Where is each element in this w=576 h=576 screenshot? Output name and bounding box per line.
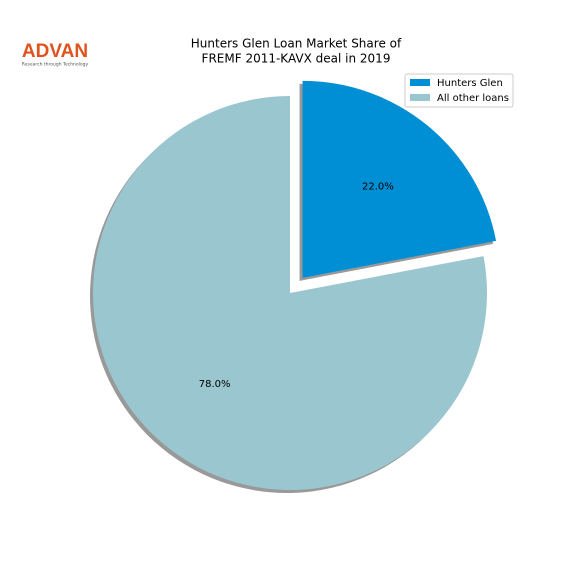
- logo-name: ADVAN: [22, 41, 88, 62]
- legend-swatch: [410, 94, 430, 101]
- slice-label: 78.0%: [199, 379, 231, 390]
- slice: [92, 96, 488, 490]
- logo-tagline: Research through Technology: [22, 62, 89, 68]
- chart-title: FREMF 2011-KAVX deal in 2019: [202, 52, 391, 66]
- legend-label: Hunters Glen: [437, 78, 503, 89]
- slice-label: 22.0%: [362, 182, 394, 193]
- chart-title: Hunters Glen Loan Market Share of: [191, 37, 402, 51]
- slice: [302, 80, 497, 278]
- legend-label: All other loans: [437, 93, 509, 104]
- legend-box: [404, 73, 514, 108]
- legend-swatch: [410, 79, 430, 86]
